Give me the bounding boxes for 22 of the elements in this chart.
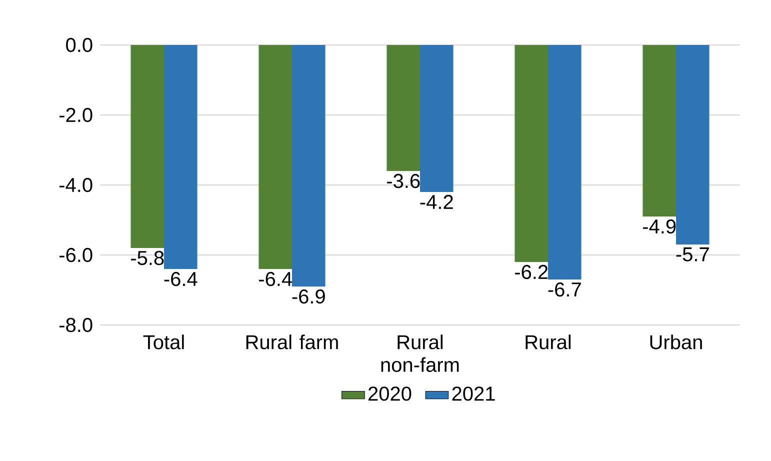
legend-label: 2021 xyxy=(452,386,495,401)
legend-label: 2020 xyxy=(368,386,412,401)
data-label: -6.9 xyxy=(292,289,325,304)
y-tick-label: -4.0 xyxy=(59,178,92,192)
x-tick-label: Total xyxy=(143,334,184,350)
x-tick-label: Rural non-farm xyxy=(381,334,459,372)
data-label: -5.8 xyxy=(131,250,164,266)
data-label: -4.2 xyxy=(420,194,453,209)
y-tick-label: -8.0 xyxy=(59,318,92,332)
data-label: -6.4 xyxy=(164,272,198,286)
data-label: -6.2 xyxy=(515,264,548,280)
data-label: -5.7 xyxy=(676,247,709,262)
y-tick-label: -2.0 xyxy=(59,108,92,122)
data-label: -3.6 xyxy=(387,174,420,188)
x-tick-label: Rural xyxy=(526,334,571,350)
data-label: -4.9 xyxy=(643,219,676,234)
y-tick-label: -6.0 xyxy=(59,248,92,262)
data-label: -6.4 xyxy=(259,272,292,286)
x-tick-label: Urban xyxy=(650,334,702,350)
x-tick-label: Rural farm xyxy=(246,334,338,350)
data-label: -6.7 xyxy=(548,282,581,297)
y-tick-label: 0.0 xyxy=(66,38,92,52)
